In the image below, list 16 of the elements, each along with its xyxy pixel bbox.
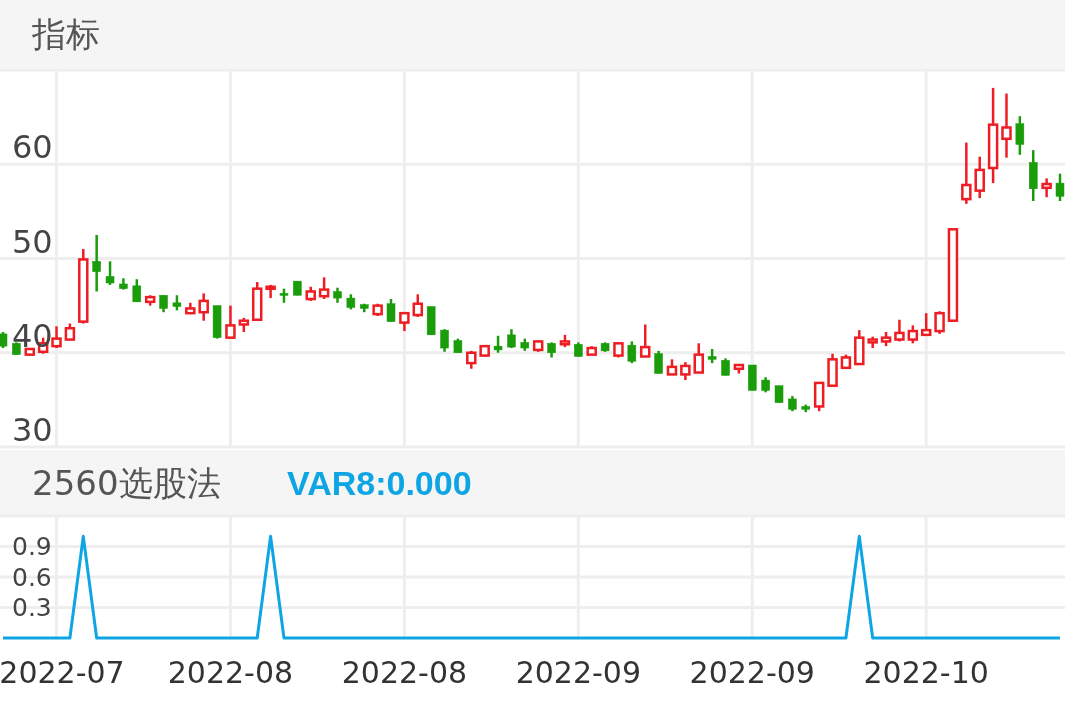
x-tick-label: 2022-10 [863, 654, 989, 690]
x-tick-label: 2022-07 [0, 654, 125, 690]
y-tick-label: 30 [12, 411, 53, 449]
series-label: VAR8:0.000 [287, 463, 472, 502]
x-tick-label: 2022-08 [167, 654, 294, 690]
y-tick-label: 0.6 [12, 562, 52, 592]
x-tick-label: 2022-09 [515, 654, 642, 690]
x-tick-label: 2022-09 [689, 654, 815, 690]
chart-title: 指标 [31, 14, 100, 54]
x-tick-label: 2022-08 [341, 654, 468, 690]
y-tick-label: 50 [12, 222, 53, 261]
y-tick-label: 60 [12, 128, 53, 167]
y-tick-label: 40 [12, 316, 53, 355]
y-tick-label: 0.3 [12, 593, 52, 623]
y-tick-label: 0.9 [12, 532, 52, 562]
chart-title: 2560选股法 [32, 462, 221, 503]
